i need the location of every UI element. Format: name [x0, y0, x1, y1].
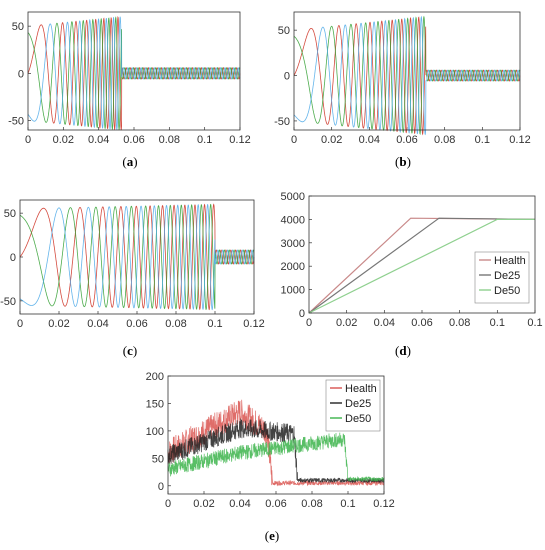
panel-b-caption: (b) — [395, 154, 411, 169]
x-tick-label: 0.06 — [123, 134, 144, 146]
x-tick-label: 0.04 — [374, 317, 395, 329]
x-tick-label: 0.04 — [88, 134, 109, 146]
panel-e-caption: (e) — [265, 528, 279, 543]
phase-3-line — [27, 16, 241, 130]
x-tick-label: 0 — [291, 134, 297, 146]
panel-d-caption: (d) — [395, 343, 411, 358]
panel-e-series — [167, 399, 385, 487]
x-tick-label: 0.08 — [159, 134, 180, 146]
x-tick-label: 0.04 — [359, 134, 380, 146]
panel-d-legend: Health De25 De50 — [474, 251, 530, 304]
phase-2-line — [19, 203, 255, 310]
y-tick-label: 50 — [152, 453, 164, 465]
panel-c-series — [19, 203, 255, 311]
y-tick-label: 50 — [12, 21, 24, 33]
y-tick-label: -50 — [8, 116, 24, 128]
x-tick-label: 0.02 — [53, 134, 74, 146]
panel-c-caption: (c) — [123, 343, 137, 358]
x-tick-label: 0.12 — [229, 134, 250, 146]
panel-c-frame — [19, 199, 255, 315]
panel-d-ticks: 0 0.02 0.04 0.06 0.08 0.1 0.1 0 1000 2000 3000 4000… — [281, 191, 543, 329]
series-de50-line — [167, 432, 385, 483]
legend-label: De25 — [494, 270, 520, 282]
panel-e-current-chart: 0 0.02 0.04 0.06 0.08 0.1 0.12 0 50 100 150 200 Hea… — [146, 371, 395, 510]
panel-b-series — [293, 15, 521, 136]
y-tick-label: 3000 — [281, 238, 305, 250]
x-tick-label: 0.1 — [207, 318, 222, 330]
legend-label: Health — [345, 383, 377, 395]
x-tick-label: 0.1 — [527, 317, 542, 329]
x-tick-label: 0.06 — [126, 318, 147, 330]
y-tick-label: 200 — [146, 371, 164, 383]
x-tick-label: 0.12 — [243, 318, 264, 330]
x-tick-label: 0.1 — [340, 498, 355, 510]
x-tick-label: 0.06 — [396, 134, 417, 146]
y-tick-label: 0 — [18, 68, 24, 80]
x-tick-label: 0.08 — [449, 317, 470, 329]
panel-a-series — [27, 15, 241, 131]
x-tick-label: 0.1 — [197, 134, 212, 146]
phase-3-line — [19, 203, 255, 311]
x-tick-label: 0.06 — [265, 498, 286, 510]
phase-2-line — [27, 16, 241, 131]
x-tick-label: 0.12 — [509, 134, 530, 146]
y-tick-label: 0 — [284, 71, 290, 83]
x-tick-label: 0.02 — [48, 318, 69, 330]
panel-a-caption: (a) — [122, 154, 137, 169]
y-tick-label: 150 — [146, 398, 164, 410]
y-tick-label: 2000 — [281, 261, 305, 273]
y-tick-label: 50 — [4, 208, 16, 220]
series-de25-line — [167, 418, 385, 484]
phase-3-line — [293, 15, 521, 136]
x-tick-label: 0.08 — [434, 134, 455, 146]
panel-b-frame — [293, 11, 521, 131]
x-tick-label: 0.02 — [336, 317, 357, 329]
y-tick-label: 1000 — [281, 285, 305, 297]
x-tick-label: 0 — [25, 134, 31, 146]
y-tick-label: -50 — [274, 116, 290, 128]
legend-label: De25 — [345, 398, 371, 410]
x-tick-label: 0.08 — [301, 498, 322, 510]
series-de50-line — [308, 218, 535, 314]
y-tick-label: 5000 — [281, 191, 305, 203]
x-tick-label: 0.02 — [193, 498, 214, 510]
panel-d-speed-chart: 0 0.02 0.04 0.06 0.08 0.1 0.1 0 1000 2000 3000 4000… — [281, 191, 543, 329]
x-tick-label: 0.04 — [87, 318, 108, 330]
x-tick-label: 0.06 — [411, 317, 432, 329]
y-tick-label: 0 — [10, 252, 16, 264]
x-tick-label: 0.04 — [229, 498, 250, 510]
y-tick-label: 0 — [299, 308, 305, 320]
x-tick-label: 0.12 — [373, 498, 394, 510]
legend-label: Health — [494, 255, 526, 267]
legend-label: De50 — [345, 413, 371, 425]
phase-1-line — [27, 15, 241, 131]
y-tick-label: 50 — [278, 25, 290, 37]
panel-e-ticks: 0 0.02 0.04 0.06 0.08 0.1 0.12 0 50 100 150 200 — [146, 371, 395, 510]
x-tick-label: 0.1 — [490, 317, 505, 329]
panel-e-legend: Health De25 De50 — [325, 379, 381, 432]
x-tick-label: 0 — [17, 318, 23, 330]
panel-a-frame — [27, 11, 241, 131]
panel-d-frame — [308, 195, 536, 314]
y-tick-label: 4000 — [281, 214, 305, 226]
x-tick-label: 0.02 — [321, 134, 342, 146]
x-tick-label: 0.08 — [165, 318, 186, 330]
x-tick-label: 0.1 — [475, 134, 490, 146]
x-tick-label: 0 — [306, 317, 312, 329]
y-tick-label: 100 — [146, 426, 164, 438]
y-tick-label: 0 — [158, 481, 164, 493]
panel-d-series — [308, 217, 536, 314]
legend-label: De50 — [494, 285, 520, 297]
y-tick-label: -50 — [0, 296, 16, 308]
x-tick-label: 0 — [165, 498, 171, 510]
panel-e-frame — [167, 375, 385, 495]
phase-2-line — [293, 15, 521, 135]
